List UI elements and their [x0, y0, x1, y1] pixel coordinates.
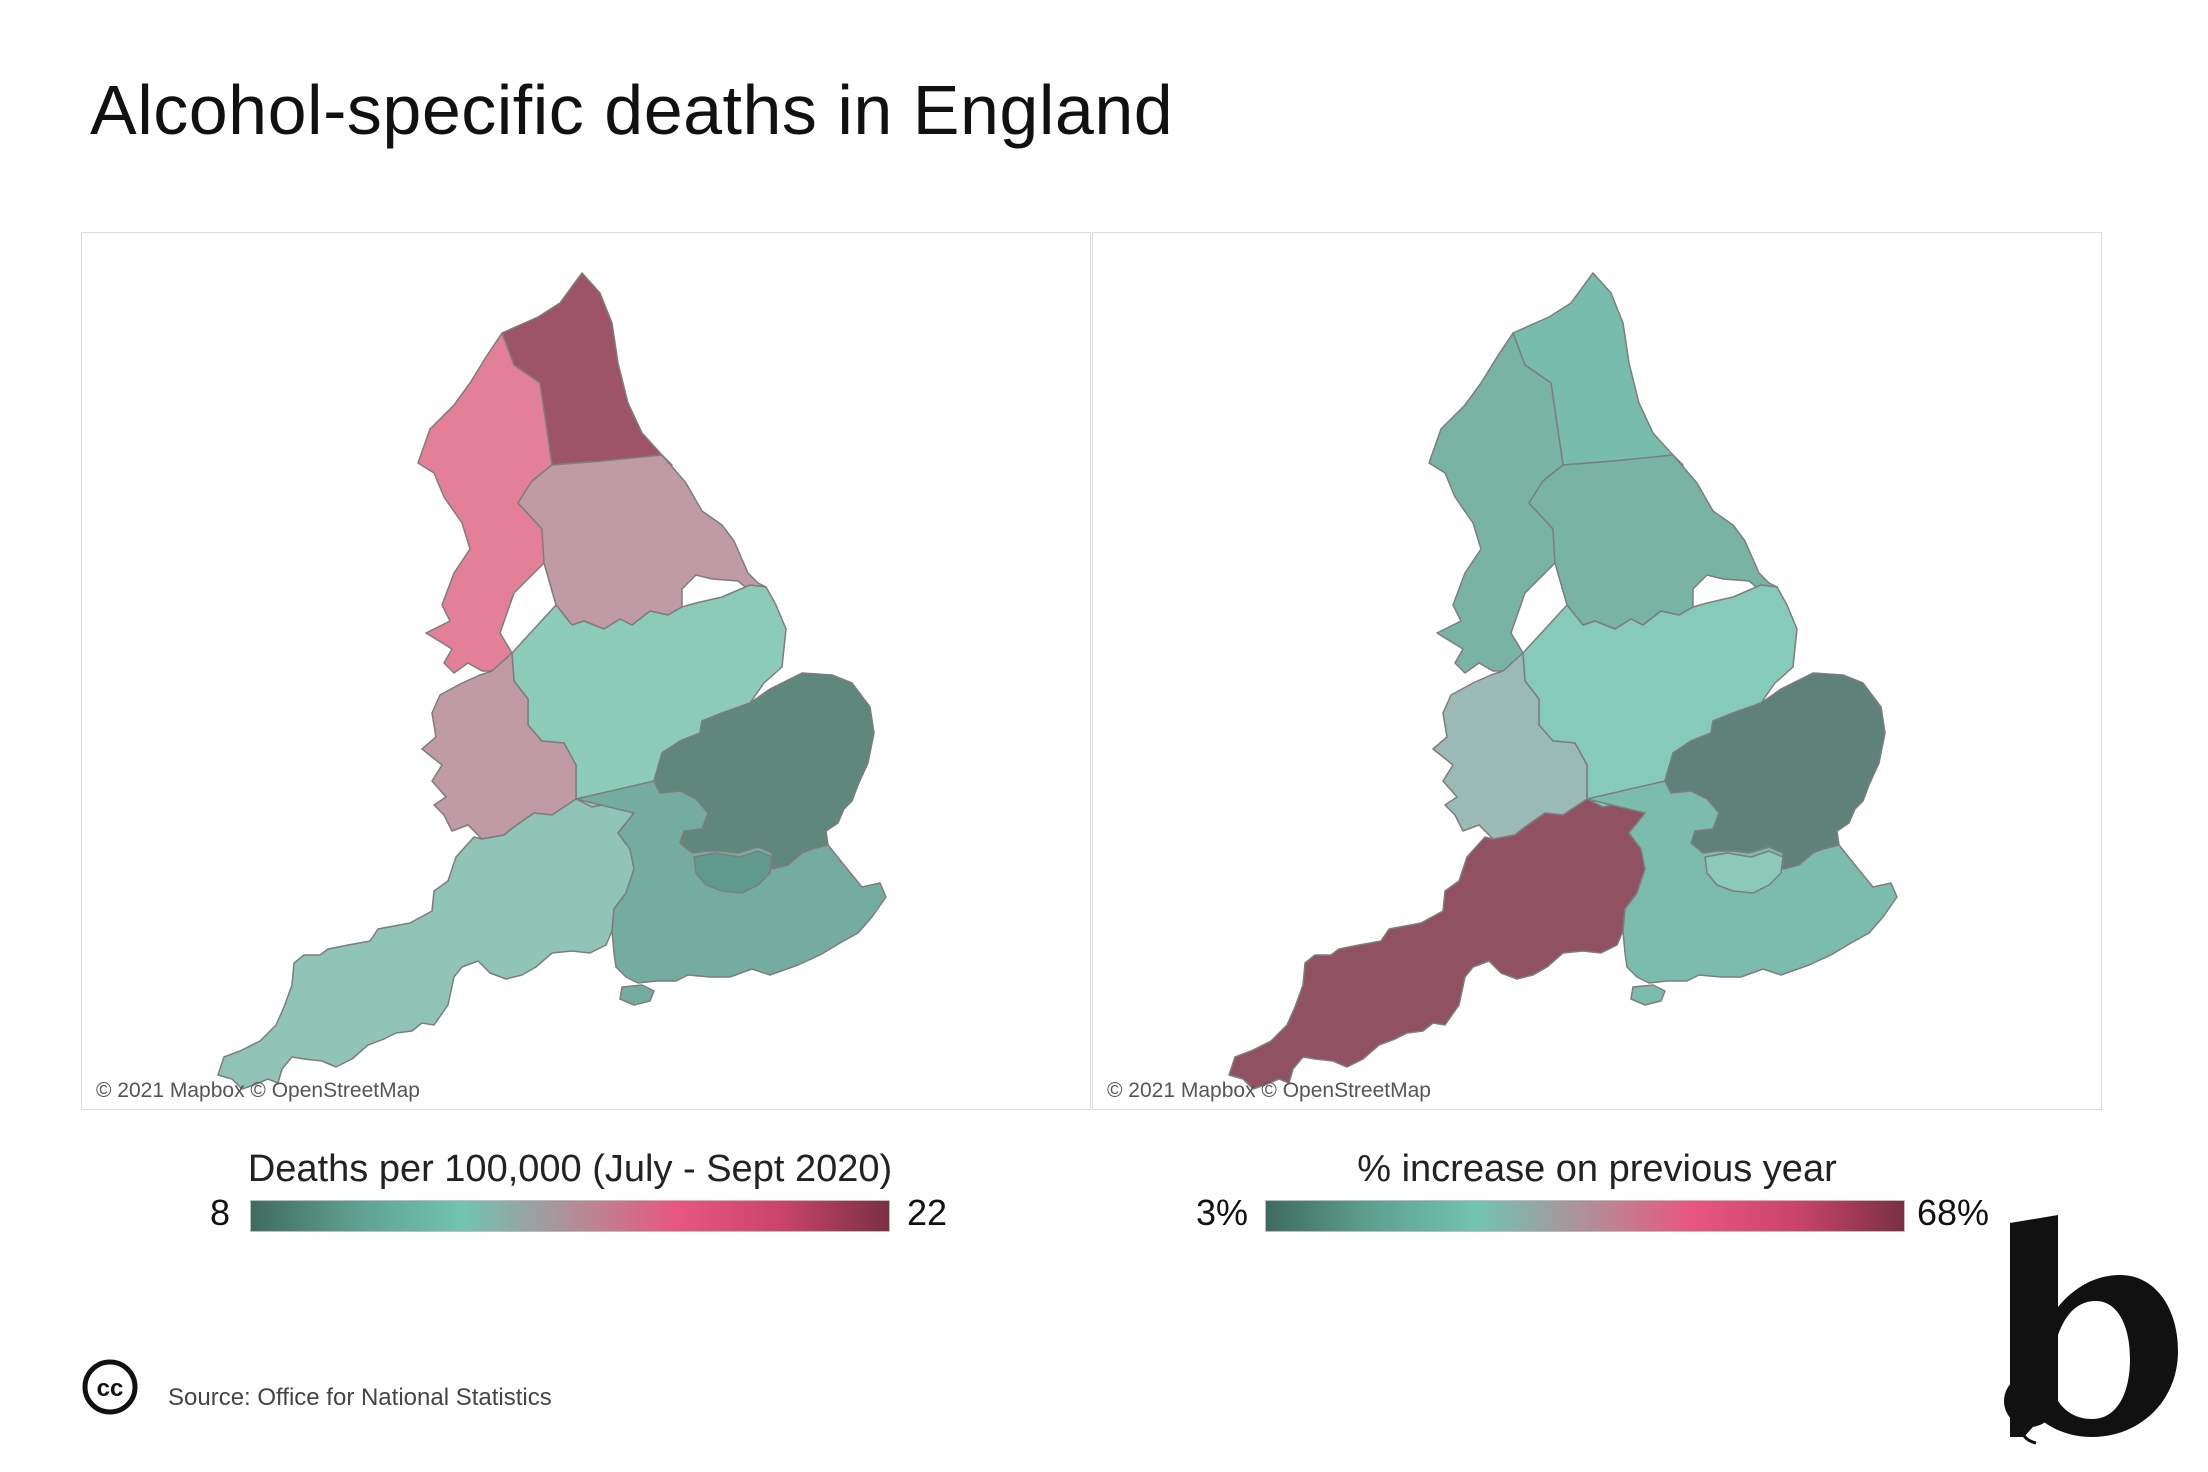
region-south-west[interactable]: [1228, 792, 1646, 1090]
map-deaths[interactable]: [82, 233, 1090, 1109]
region-isle-of-wight[interactable]: [619, 984, 655, 1006]
map-panel-deaths[interactable]: © 2021 Mapbox © OpenStreetMap: [81, 232, 1091, 1110]
creative-commons-icon: cc: [82, 1359, 138, 1415]
legend-min-deaths: 8: [210, 1192, 231, 1233]
legend-title-deaths: Deaths per 100,000 (July - Sept 2020): [247, 1148, 893, 1190]
region-west-midlands[interactable]: [421, 652, 577, 840]
map-attribution[interactable]: © 2021 Mapbox © OpenStreetMap: [96, 1079, 420, 1102]
region-south-west[interactable]: [217, 792, 635, 1090]
map-panel-increase[interactable]: © 2021 Mapbox © OpenStreetMap: [1092, 232, 2102, 1110]
legend-min-increase: 3%: [1196, 1192, 1249, 1233]
region-west-midlands[interactable]: [1432, 652, 1588, 840]
region-isle-of-wight[interactable]: [1630, 984, 1666, 1006]
map-increase[interactable]: [1093, 233, 2101, 1109]
map-attribution[interactable]: © 2021 Mapbox © OpenStreetMap: [1107, 1079, 1431, 1102]
legend-max-increase: 68%: [1917, 1192, 1990, 1233]
legend-ramp-increase: [1265, 1200, 1905, 1232]
legend-ramp-deaths: [250, 1200, 890, 1232]
region-london[interactable]: [693, 850, 773, 894]
legend-max-deaths: 22: [907, 1192, 948, 1233]
region-yorkshire[interactable]: [517, 454, 767, 630]
region-london[interactable]: [1704, 850, 1784, 894]
region-yorkshire[interactable]: [1528, 454, 1778, 630]
source-note: Source: Office for National Statistics: [168, 1384, 552, 1411]
b-logo-icon: [2004, 1215, 2178, 1445]
page-title: Alcohol-specific deaths in England: [90, 71, 1174, 149]
svg-text:cc: cc: [97, 1375, 124, 1402]
legend-title-increase: % increase on previous year: [1357, 1148, 1837, 1190]
